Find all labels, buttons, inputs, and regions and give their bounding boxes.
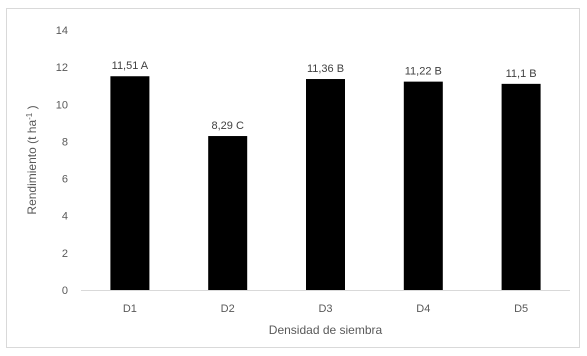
chart-frame [6, 8, 580, 348]
y-tick-label: 0 [62, 285, 68, 297]
bar-data-label: 8,29 C [211, 120, 243, 132]
data-labels: 11,51 A 8,29 C 11,36 B 11,22 B 11,1 B [112, 60, 537, 132]
x-tick-label: D1 [123, 303, 137, 315]
y-axis-title-superscript: -1 [25, 112, 34, 120]
bar [501, 83, 541, 290]
bars [110, 76, 541, 291]
bar [208, 136, 248, 290]
y-axis-title-close: ) [25, 105, 39, 112]
y-axis-ticks: 0 2 4 6 8 10 12 14 [56, 25, 68, 297]
x-tick-label: D5 [514, 303, 528, 315]
x-axis-title: Densidad de siembra [269, 323, 383, 337]
bar [403, 81, 443, 290]
bar [306, 79, 345, 291]
y-tick-label: 14 [56, 25, 68, 37]
bar-data-label: 11,22 B [405, 66, 442, 78]
bar-data-label: 11,51 A [112, 60, 149, 72]
y-axis-title: Rendimiento (t ha-1 ) [25, 105, 40, 214]
y-tick-label: 12 [56, 62, 68, 74]
y-tick-label: 4 [62, 211, 68, 223]
y-tick-label: 8 [62, 136, 68, 148]
y-axis-title-main: Rendimiento (t ha [25, 120, 39, 215]
y-tick-label: 10 [56, 99, 68, 111]
x-tick-label: D4 [416, 303, 430, 315]
x-tick-label: D2 [221, 303, 235, 315]
y-tick-label: 2 [62, 248, 68, 260]
x-tick-label: D3 [318, 303, 332, 315]
y-tick-label: 6 [62, 174, 68, 186]
bar-data-label: 11,36 B [307, 63, 344, 75]
bar-data-label: 11,1 B [506, 68, 537, 80]
bar [110, 76, 150, 290]
x-axis-ticks: D1 D2 D3 D4 D5 [123, 303, 528, 315]
